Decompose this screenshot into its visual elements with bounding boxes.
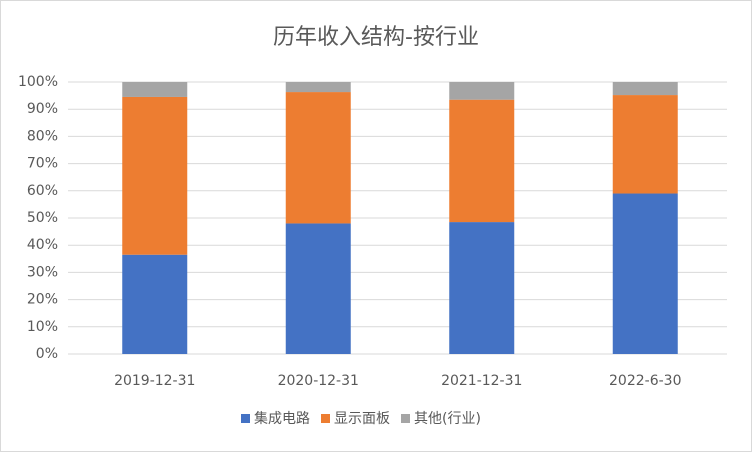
bar-segment — [285, 223, 351, 354]
bar-segment — [449, 99, 515, 223]
bar-segment — [612, 95, 678, 194]
bar-segment — [122, 96, 188, 255]
bar-segment — [122, 254, 188, 354]
x-tick-label: 2020-12-31 — [278, 373, 359, 389]
x-tick-label: 2021-12-31 — [441, 373, 522, 389]
y-tick-label: 60% — [27, 183, 58, 199]
y-tick-label: 100% — [18, 74, 58, 90]
bar-segment — [122, 82, 188, 97]
y-tick-label: 20% — [27, 292, 58, 308]
y-tick-label: 50% — [27, 210, 58, 226]
y-tick-label: 10% — [27, 319, 58, 335]
y-tick-label: 0% — [36, 346, 58, 362]
chart-title: 历年收入结构-按行业 — [273, 25, 479, 50]
y-tick-label: 30% — [27, 264, 58, 280]
x-tick-label: 2022-6-30 — [609, 373, 681, 389]
bar-segment — [285, 82, 351, 93]
x-tick-label: 2019-12-31 — [114, 373, 195, 389]
bar-segment — [285, 92, 351, 224]
legend-swatch — [401, 414, 410, 423]
legend-label: 集成电路 — [254, 410, 310, 427]
y-tick-label: 90% — [27, 101, 58, 117]
y-tick-label: 40% — [27, 237, 58, 253]
legend-label: 其他(行业) — [414, 411, 481, 427]
legend-swatch — [321, 414, 330, 423]
legend-label: 显示面板 — [334, 411, 390, 427]
legend-swatch — [241, 414, 250, 423]
bar-segment — [449, 222, 515, 354]
y-tick-label: 80% — [27, 128, 58, 144]
bar-segment — [612, 82, 678, 96]
bar-segment — [449, 82, 515, 100]
bar-segment — [612, 193, 678, 354]
y-tick-label: 70% — [27, 156, 58, 172]
